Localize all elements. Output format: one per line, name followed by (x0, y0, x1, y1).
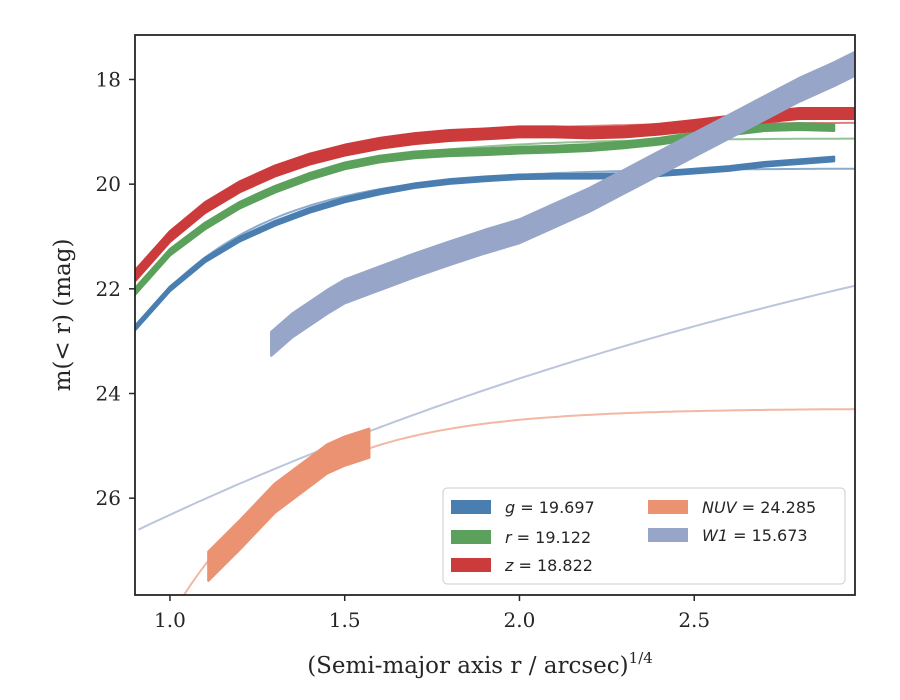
profile-band-z (135, 107, 855, 283)
y-tick-label: 24 (96, 382, 121, 406)
legend-swatch-z (451, 558, 491, 572)
profile-band-w1 (270, 50, 855, 357)
y-tick-label: 20 (96, 172, 121, 196)
profile-band-r (135, 122, 836, 296)
profile-band-g (135, 155, 836, 332)
x-tick-label: 2.5 (678, 608, 710, 632)
y-axis-label: m(< r) (mag) (50, 239, 76, 392)
legend-frame (442, 487, 846, 585)
y-tick-label: 26 (96, 486, 121, 510)
profile-band-nuv (207, 427, 371, 582)
legend-swatch-w1 (648, 528, 688, 542)
plot-frame (134, 34, 856, 596)
model-curve-w1 (138, 284, 855, 531)
y-tick-label: 18 (96, 67, 121, 91)
x-tick-label: 2.0 (504, 608, 536, 632)
legend-label-nuv: NUV = 24.285 (702, 498, 816, 517)
legend-swatch-r (451, 530, 491, 544)
x-axis-label-exponent: 1/4 (629, 649, 653, 667)
legend-swatch-nuv (648, 500, 688, 514)
legend-swatch-g (451, 500, 491, 514)
legend-label-r: r = 19.122 (505, 528, 591, 547)
legend: g = 19.697 r = 19.122 z = 18.822 NUV = 24.2… (442, 487, 846, 585)
x-tick-label: 1.5 (329, 608, 361, 632)
x-tick-label: 1.0 (154, 608, 186, 632)
x-axis-label: (Semi-major axis r / arcsec)1/4 (307, 649, 653, 679)
legend-label-z: z = 18.822 (504, 556, 593, 575)
legend-label-w1: W1 = 15.673 (702, 526, 808, 545)
y-tick-label: 22 (96, 277, 121, 301)
legend-label-g: g = 19.697 (505, 498, 595, 517)
